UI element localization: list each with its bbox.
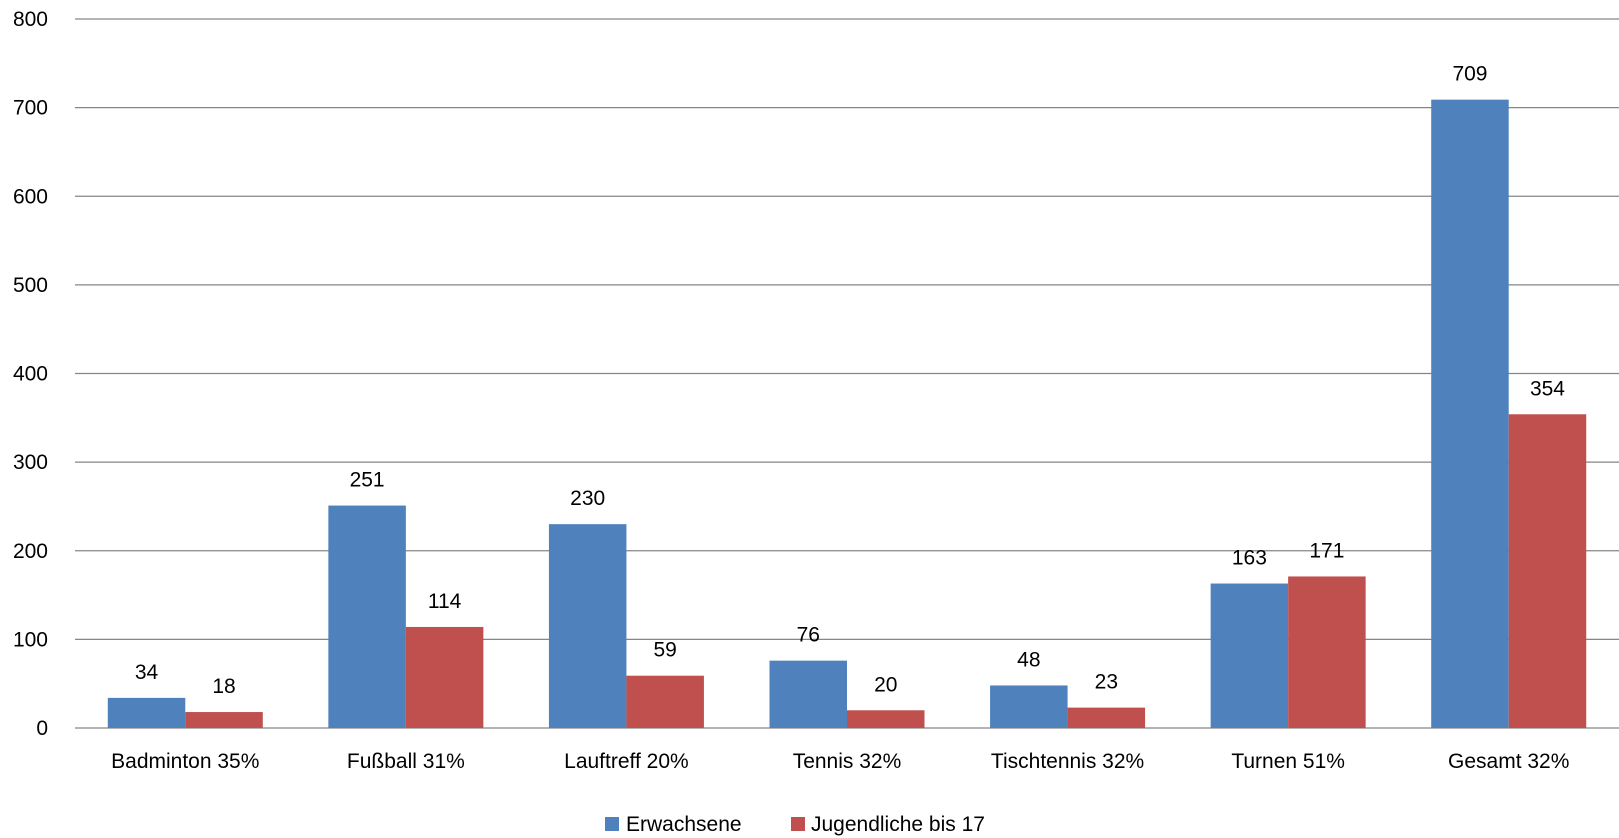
data-label: 34 [135,661,159,684]
x-tick-label: Gesamt 32% [1448,750,1569,773]
bar-erwachsene [769,660,847,728]
bar-erwachsene [1210,583,1289,728]
data-label: 230 [570,487,605,510]
x-tick-label: Badminton 35% [111,750,259,773]
legend-label: Jugendliche bis 17 [811,813,985,836]
y-tick-label: 400 [13,363,48,386]
x-tick-label: Lauftreff 20% [564,750,689,773]
bar-jugendliche [847,710,925,728]
legend: Erwachsene Jugendliche bis 17 [605,813,985,836]
y-tick-label: 800 [13,8,48,31]
data-label: 354 [1530,377,1565,400]
data-label: 48 [1017,648,1040,671]
bar-jugendliche [1508,414,1587,728]
y-tick-label: 700 [13,97,48,120]
y-tick-label: 0 [36,717,48,740]
legend-label: Erwachsene [626,813,742,836]
bar-erwachsene [1431,99,1509,729]
legend-swatch [791,817,805,831]
data-label: 76 [797,624,820,647]
bar-jugendliche [185,712,263,728]
x-tick-label: Fußball 31% [347,750,465,773]
data-label: 20 [874,673,897,696]
bar-jugendliche [1067,707,1146,728]
data-labels: 34 18 251 114 230 59 76 20 48 23 163 171 709 354 [135,63,1565,698]
bar-jugendliche [1288,576,1366,728]
y-axis: 0 100 200 300 400 500 600 700 800 [13,8,48,740]
y-tick-label: 500 [13,274,48,297]
bar-erwachsene [328,505,406,728]
data-label: 251 [350,469,385,492]
data-label: 171 [1309,539,1344,562]
data-label: 163 [1232,547,1267,570]
x-tick-label: Tischtennis 32% [991,750,1144,773]
y-tick-label: 100 [13,628,48,651]
bar-erwachsene [990,685,1068,728]
y-tick-label: 600 [13,185,48,208]
x-tick-label: Tennis 32% [793,750,902,773]
bar-jugendliche [626,675,704,728]
bar-jugendliche [405,626,484,728]
data-label: 114 [428,590,462,613]
legend-swatch [605,817,619,831]
bars [107,99,1587,729]
x-axis: Badminton 35% Fußball 31% Lauftreff 20% Ten… [111,750,1569,773]
x-tick-label: Turnen 51% [1231,750,1345,773]
y-tick-label: 200 [13,540,48,563]
data-label: 59 [653,639,676,662]
data-label: 23 [1095,671,1118,694]
data-label: 18 [212,675,235,698]
data-label: 709 [1452,63,1487,86]
bar-erwachsene [107,697,186,728]
bar-erwachsene [548,524,627,728]
y-tick-label: 300 [13,451,48,474]
gridlines [75,18,1619,729]
